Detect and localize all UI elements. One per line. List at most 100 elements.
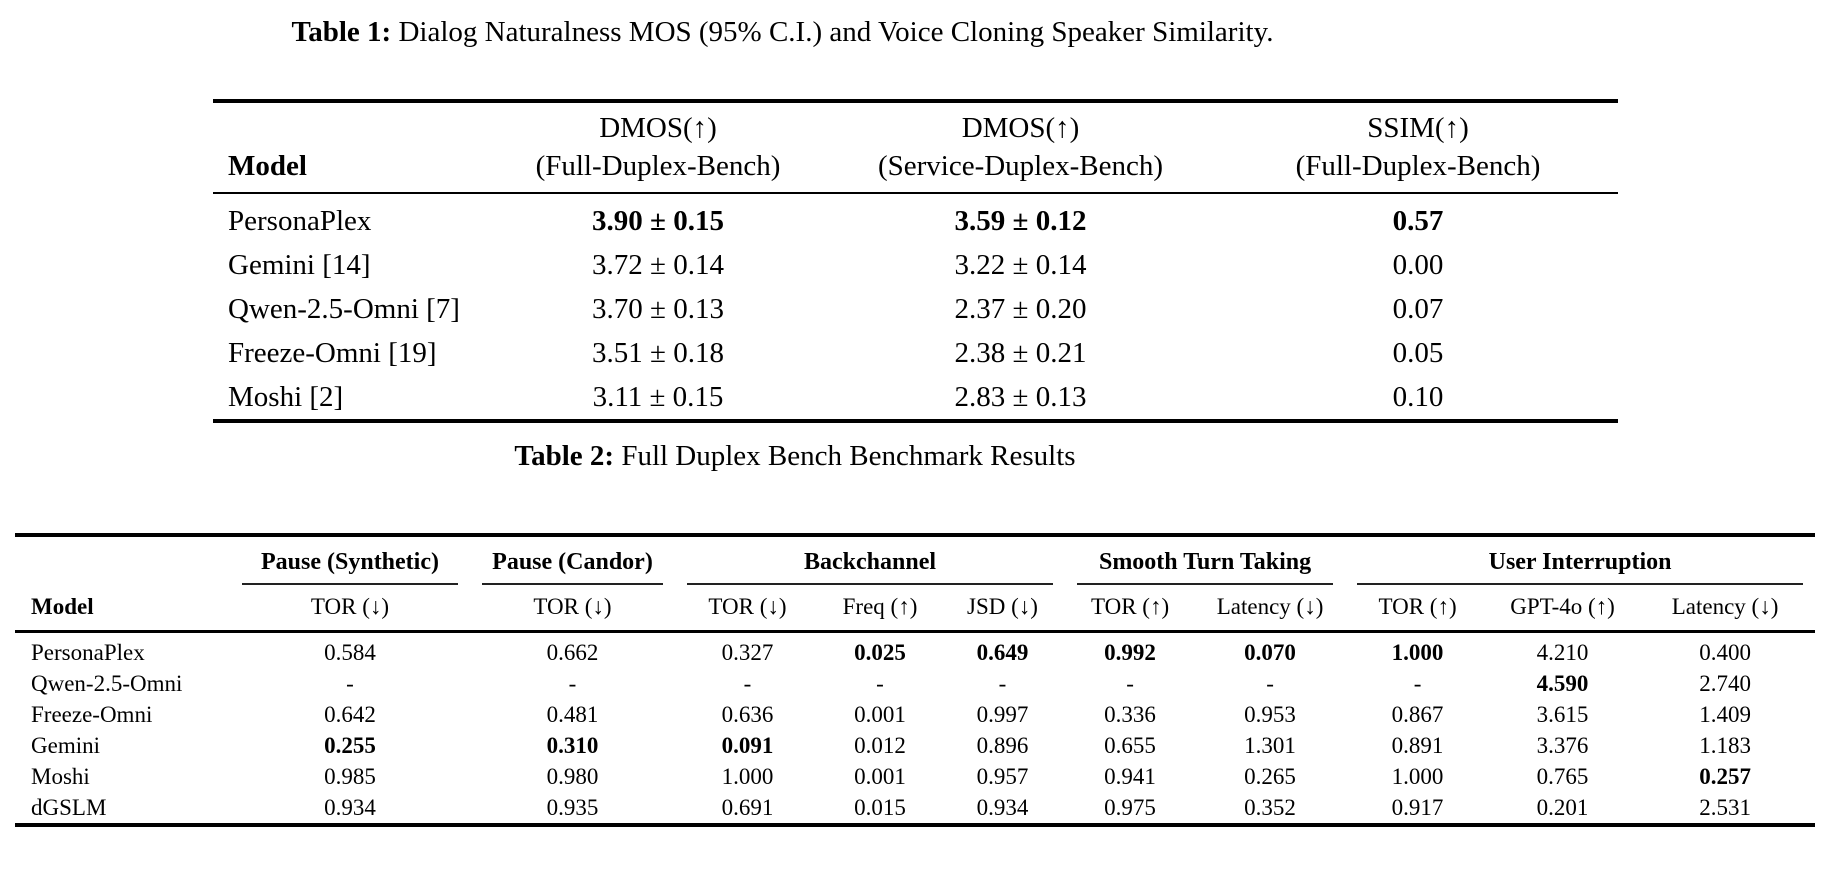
table-row: dGSLM 0.934 0.935 0.691 0.015 0.934 0.975 0.352…: [15, 792, 1815, 825]
column-header-interruption-latency: Latency (↓): [1635, 585, 1816, 633]
model-name: Freeze-Omni [19]: [228, 337, 437, 369]
column-header-dmos-full-duplex: DMOS(↑): [599, 112, 717, 144]
value-cell: -: [1266, 670, 1274, 696]
model-name: Gemini: [31, 732, 100, 758]
table1-header-row-bench: Model (Full-Duplex-Bench) (Service-Duple…: [213, 145, 1618, 194]
value-cell: 0.00: [1392, 249, 1444, 281]
group-rule: [482, 583, 663, 585]
value-cell: 0.980: [546, 763, 599, 789]
value-cell: 3.59 ± 0.12: [954, 205, 1087, 237]
value-cell: -: [346, 670, 354, 696]
value-cell: 2.37 ± 0.20: [954, 293, 1087, 325]
column-subheader-service-duplex-bench: (Service-Duplex-Bench): [823, 145, 1218, 194]
value-cell: 0.636: [721, 701, 774, 727]
value-cell: 0.765: [1536, 763, 1589, 789]
value-cell: 3.615: [1536, 701, 1589, 727]
group-header-pause-synthetic-label: Pause (Synthetic): [261, 549, 439, 575]
table2-caption-text: Full Duplex Bench Benchmark Results: [614, 440, 1076, 472]
value-cell: -: [1126, 670, 1134, 696]
value-cell: 0.992: [1104, 639, 1156, 665]
group-rule: [242, 583, 458, 585]
table2-subheader-row: Model TOR (↓) TOR (↓) TOR (↓) Freq (↑) J…: [15, 585, 1816, 633]
value-cell: 1.000: [1391, 639, 1444, 665]
column-header-pause-synthetic-tor: TOR (↓): [230, 585, 470, 633]
table2-group-header-row: Pause (Synthetic) Pause (Candor) Backcha…: [15, 535, 1815, 585]
group-header-pause-candor-label: Pause (Candor): [492, 549, 653, 575]
value-cell: 0.57: [1392, 205, 1444, 237]
value-cell: 0.310: [546, 732, 599, 758]
value-cell: 3.11 ± 0.15: [592, 381, 724, 413]
value-cell: 0.05: [1392, 337, 1444, 369]
table2-caption: Table 2: Full Duplex Bench Benchmark Res…: [0, 438, 1590, 474]
value-cell: 0.584: [324, 639, 376, 665]
value-cell: 0.336: [1104, 701, 1156, 727]
value-cell: 0.352: [1244, 794, 1296, 820]
value-cell: 0.070: [1244, 639, 1296, 665]
value-cell: 0.941: [1104, 763, 1156, 789]
value-cell: 2.83 ± 0.13: [954, 381, 1087, 413]
value-cell: 1.409: [1699, 701, 1751, 727]
column-header-pause-candor-tor: TOR (↓): [470, 585, 675, 633]
value-cell: 0.891: [1391, 732, 1444, 758]
table1-body: PersonaPlex 3.90 ± 0.15 3.59 ± 0.12 0.57 Gem…: [213, 193, 1618, 421]
column-header-dmos-service-duplex: DMOS(↑): [961, 112, 1080, 144]
model-name: Moshi: [31, 763, 90, 789]
model-name: Freeze-Omni: [31, 701, 153, 727]
value-cell: 2.38 ± 0.21: [954, 337, 1087, 369]
table-row: PersonaPlex 3.90 ± 0.15 3.59 ± 0.12 0.57: [213, 193, 1618, 243]
value-cell: 0.327: [721, 639, 774, 665]
value-cell: 0.025: [854, 639, 906, 665]
value-cell: 3.22 ± 0.14: [954, 249, 1087, 281]
value-cell: 0.934: [324, 794, 376, 820]
value-cell: 2.531: [1699, 794, 1751, 820]
value-cell: -: [876, 670, 884, 696]
column-header-interruption-tor: TOR (↑): [1345, 585, 1491, 633]
table2-caption-label: Table 2:: [514, 440, 615, 472]
value-cell: 0.481: [546, 701, 599, 727]
value-cell: -: [1413, 670, 1422, 696]
value-cell: 0.691: [721, 794, 774, 820]
table-row: Gemini [14] 3.72 ± 0.14 3.22 ± 0.14 0.00: [213, 243, 1618, 287]
value-cell: 0.400: [1699, 639, 1751, 665]
column-subheader-full-duplex-bench: (Full-Duplex-Bench): [1218, 145, 1618, 194]
value-cell: 4.590: [1536, 670, 1589, 696]
value-cell: 0.255: [324, 732, 376, 758]
model-name: dGSLM: [31, 794, 107, 820]
table2-body: PersonaPlex 0.584 0.662 0.327 0.025 0.649 0.99…: [15, 631, 1815, 825]
model-name: PersonaPlex: [31, 639, 145, 665]
model-name: Gemini [14]: [228, 249, 371, 281]
group-header-pause-candor: Pause (Candor): [470, 535, 675, 585]
value-cell: 0.662: [546, 639, 599, 665]
value-cell: 0.201: [1536, 794, 1589, 820]
table2: Pause (Synthetic) Pause (Candor) Backcha…: [15, 533, 1816, 827]
model-name: Moshi [2]: [228, 381, 344, 413]
value-cell: 0.257: [1699, 763, 1751, 789]
value-cell: 0.655: [1104, 732, 1156, 758]
value-cell: 0.10: [1392, 381, 1444, 413]
group-header-user-interruption: User Interruption: [1345, 535, 1815, 585]
value-cell: -: [568, 670, 577, 696]
value-cell: 0.934: [976, 794, 1029, 820]
table2-header-spacer: [15, 535, 230, 585]
value-cell: 0.015: [854, 794, 906, 820]
table-row: Moshi [2] 3.11 ± 0.15 2.83 ± 0.13 0.10: [213, 375, 1618, 421]
value-cell: 3.90 ± 0.15: [592, 205, 724, 237]
value-cell: 0.896: [976, 732, 1029, 758]
group-header-smooth-turn-taking: Smooth Turn Taking: [1065, 535, 1345, 585]
value-cell: 0.07: [1392, 293, 1444, 325]
value-cell: 0.001: [854, 701, 906, 727]
model-name: Qwen-2.5-Omni [7]: [228, 293, 460, 325]
group-rule: [1357, 583, 1804, 585]
table1: DMOS(↑) DMOS(↑) SSIM(↑) Model (Full-Dupl…: [213, 99, 1618, 423]
value-cell: 2.740: [1699, 670, 1751, 696]
column-header-backchannel-freq: Freq (↑): [820, 585, 940, 633]
column-header-backchannel-tor: TOR (↓): [675, 585, 820, 633]
value-cell: 1.000: [721, 763, 774, 789]
value-cell: 1.000: [1391, 763, 1444, 789]
value-cell: -: [998, 670, 1007, 696]
table-row: Freeze-Omni [19] 3.51 ± 0.18 2.38 ± 0.21 0.…: [213, 331, 1618, 375]
table-row: Gemini 0.255 0.310 0.091 0.012 0.896 0.655 1.30…: [15, 730, 1815, 761]
value-cell: 0.649: [976, 639, 1029, 665]
table-row: Freeze-Omni 0.642 0.481 0.636 0.001 0.997 0.33…: [15, 699, 1815, 730]
value-cell: 0.997: [976, 701, 1029, 727]
